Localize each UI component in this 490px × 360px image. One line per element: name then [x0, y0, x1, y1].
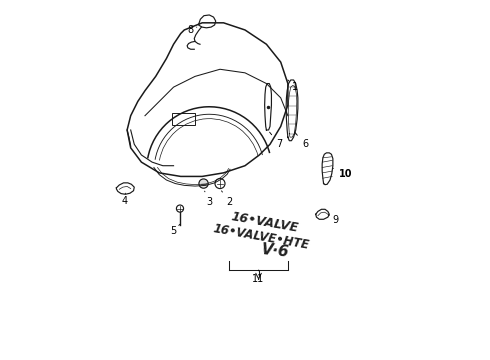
Text: 2: 2 [221, 191, 232, 207]
Text: 9: 9 [328, 214, 338, 225]
Text: 4: 4 [122, 193, 128, 206]
Text: 1: 1 [288, 80, 298, 92]
Text: 16•VALVE: 16•VALVE [230, 211, 299, 235]
Text: 7: 7 [270, 132, 282, 149]
Circle shape [176, 205, 184, 212]
Text: 8: 8 [188, 25, 197, 35]
Text: 11: 11 [252, 270, 265, 284]
Text: 10: 10 [334, 168, 352, 179]
Text: 3: 3 [205, 191, 212, 207]
Circle shape [199, 179, 208, 188]
Text: V·6: V·6 [261, 243, 290, 260]
Text: 16•VALVE•HTE: 16•VALVE•HTE [212, 222, 310, 252]
Bar [172, 113, 195, 125]
Text: 5: 5 [170, 224, 180, 236]
Text: 6: 6 [294, 132, 308, 149]
